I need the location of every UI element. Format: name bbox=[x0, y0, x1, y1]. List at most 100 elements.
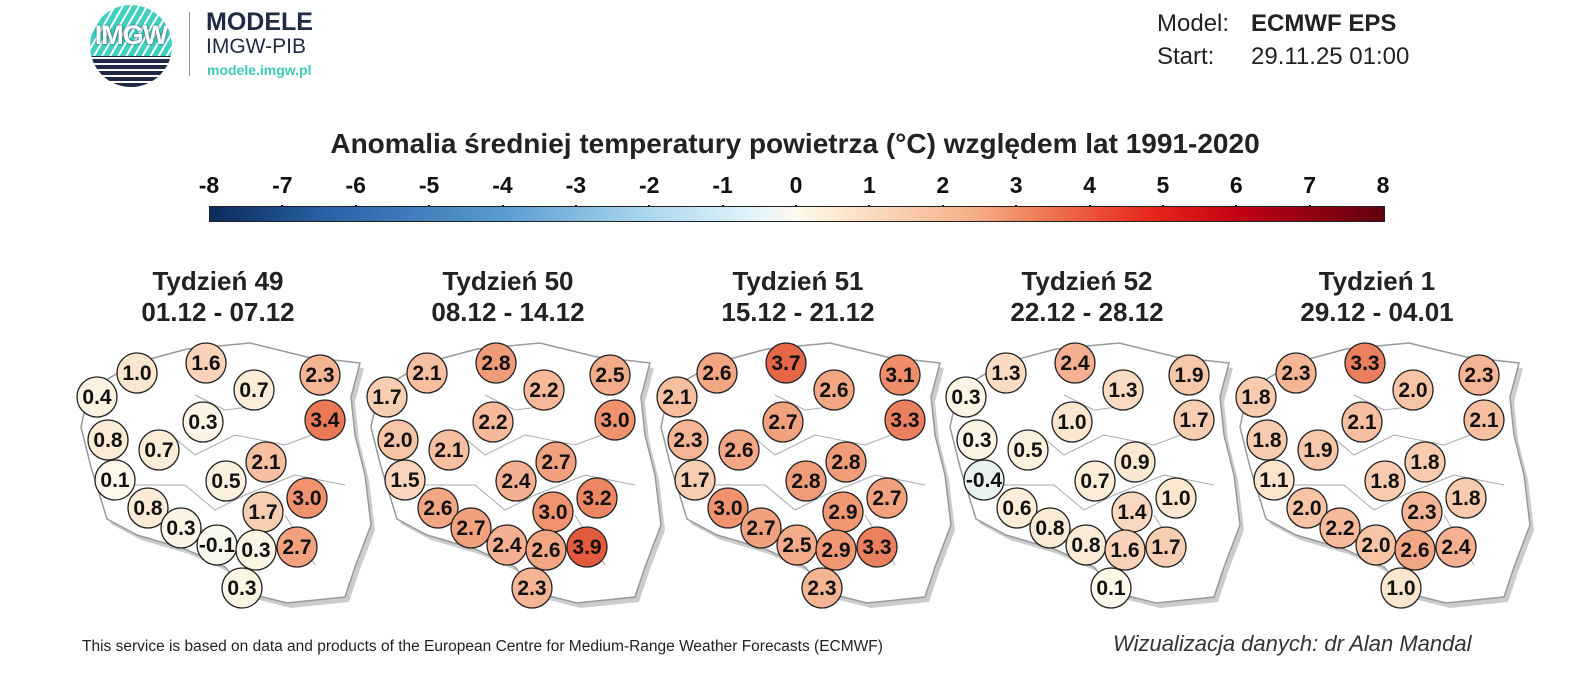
colorbar-tick-label: 8 bbox=[1376, 172, 1390, 198]
anomaly-circle bbox=[1104, 529, 1146, 571]
anomaly-value: 2.4 bbox=[501, 470, 531, 493]
anomaly-marker: 0.8 bbox=[1029, 507, 1071, 549]
anomaly-circle bbox=[963, 459, 1005, 501]
anomaly-value: 2.7 bbox=[746, 517, 775, 540]
anomaly-value: 0.1 bbox=[1096, 577, 1126, 600]
model-value: ECMWF EPS bbox=[1251, 10, 1397, 37]
anomaly-value: 2.1 bbox=[1347, 411, 1377, 434]
anomaly-value: 2.7 bbox=[768, 411, 797, 434]
anomaly-marker: 2.8 bbox=[475, 342, 517, 384]
anomaly-circle bbox=[1380, 567, 1422, 609]
anomaly-circle bbox=[1445, 477, 1487, 519]
anomaly-circle bbox=[1404, 441, 1446, 483]
anomaly-value: 2.0 bbox=[383, 429, 412, 452]
anomaly-marker: 0.5 bbox=[205, 460, 247, 502]
anomaly-circle bbox=[1173, 399, 1215, 441]
anomaly-marker: 2.7 bbox=[535, 441, 577, 483]
anomaly-circle bbox=[1235, 376, 1277, 418]
anomaly-value: 3.3 bbox=[890, 409, 919, 432]
poland-map: 1.82.3 3.32.02.32.12.11.8 1.91.81.1 1.82.0 2… bbox=[1235, 342, 1534, 609]
anomaly-circle bbox=[1297, 429, 1339, 471]
anomaly-value: 2.7 bbox=[872, 487, 901, 510]
anomaly-circle bbox=[94, 459, 136, 501]
anomaly-value: 2.3 bbox=[807, 577, 836, 600]
anomaly-circle bbox=[1344, 342, 1386, 384]
anomaly-marker: 2.6 bbox=[718, 429, 760, 471]
anomaly-value: 1.3 bbox=[1108, 379, 1137, 402]
anomaly-circle bbox=[785, 460, 827, 502]
anomaly-marker: 0.5 bbox=[1007, 429, 1049, 471]
start-label: Start: bbox=[1157, 43, 1215, 70]
anomaly-marker: 0.8 bbox=[87, 419, 129, 461]
anomaly-value: 2.4 bbox=[1441, 536, 1471, 559]
anomaly-marker: 1.0 bbox=[1051, 401, 1093, 443]
anomaly-value: 1.8 bbox=[1241, 386, 1271, 409]
anomaly-value: 0.4 bbox=[82, 386, 112, 409]
anomaly-circle bbox=[127, 487, 169, 529]
anomaly-circle bbox=[1364, 460, 1406, 502]
anomaly-marker: 2.6 bbox=[1394, 529, 1436, 571]
anomaly-value: 3.4 bbox=[310, 409, 340, 432]
anomaly-marker: 2.7 bbox=[450, 507, 492, 549]
anomaly-value: 2.0 bbox=[1398, 379, 1427, 402]
anomaly-value: 2.1 bbox=[1469, 409, 1499, 432]
anomaly-circle bbox=[718, 429, 760, 471]
anomaly-value: 1.8 bbox=[1451, 487, 1481, 510]
anomaly-marker: 2.0 bbox=[1355, 524, 1397, 566]
anomaly-marker: 0.8 bbox=[1065, 524, 1107, 566]
anomaly-circle bbox=[384, 459, 426, 501]
anomaly-circle bbox=[1029, 507, 1071, 549]
map-title: Tydzień 49 01.12 - 07.12 bbox=[88, 266, 348, 328]
anomaly-circle bbox=[956, 419, 998, 461]
brand-site-link[interactable]: modele.imgw.pl bbox=[207, 62, 312, 78]
anomaly-circle bbox=[116, 352, 158, 394]
anomaly-marker: 1.7 bbox=[366, 376, 408, 418]
anomaly-value: 1.7 bbox=[372, 386, 401, 409]
anomaly-marker: 1.4 bbox=[1111, 491, 1153, 533]
anomaly-marker: 2.1 bbox=[428, 429, 470, 471]
anomaly-marker: -0.1 bbox=[196, 524, 238, 566]
anomaly-circle bbox=[406, 352, 448, 394]
anomaly-circle bbox=[160, 507, 202, 549]
anomaly-circle bbox=[589, 354, 631, 396]
anomaly-circle bbox=[1286, 487, 1328, 529]
anomaly-marker: 0.6 bbox=[996, 487, 1038, 529]
anomaly-circle bbox=[1394, 529, 1436, 571]
anomaly-circle bbox=[182, 401, 224, 443]
anomaly-value: 0.8 bbox=[1035, 517, 1065, 540]
region-borders bbox=[1004, 394, 1215, 566]
anomaly-value: 2.6 bbox=[702, 362, 731, 385]
anomaly-marker: 2.1 bbox=[406, 352, 448, 394]
anomaly-marker: 2.6 bbox=[696, 352, 738, 394]
anomaly-marker: 2.4 bbox=[495, 460, 537, 502]
anomaly-value: 2.0 bbox=[1361, 534, 1390, 557]
anomaly-value: 2.0 bbox=[1292, 497, 1321, 520]
anomaly-circle bbox=[1463, 399, 1505, 441]
anomaly-marker: 2.3 bbox=[299, 354, 341, 396]
anomaly-circle bbox=[475, 342, 517, 384]
anomaly-circle bbox=[765, 342, 807, 384]
anomaly-circle bbox=[1114, 441, 1156, 483]
anomaly-circle bbox=[417, 487, 459, 529]
anomaly-marker: 0.3 bbox=[956, 419, 998, 461]
anomaly-circle bbox=[1246, 419, 1288, 461]
anomaly-marker: 3.0 bbox=[532, 491, 574, 533]
anomaly-value: 2.6 bbox=[1400, 539, 1429, 562]
anomaly-value: 0.3 bbox=[166, 517, 195, 540]
anomaly-marker: 3.0 bbox=[594, 399, 636, 441]
anomaly-marker: 2.0 bbox=[377, 419, 419, 461]
colorbar-tick-label: 7 bbox=[1303, 172, 1317, 198]
anomaly-value: 0.5 bbox=[211, 470, 241, 493]
model-label: Model: bbox=[1157, 10, 1230, 37]
anomaly-value: 2.3 bbox=[517, 577, 546, 600]
anomaly-circle bbox=[523, 369, 565, 411]
anomaly-marker: 2.0 bbox=[1286, 487, 1328, 529]
anomaly-marker: 2.1 bbox=[1463, 399, 1505, 441]
anomaly-value: 1.4 bbox=[1117, 501, 1147, 524]
anomaly-value: 1.0 bbox=[1386, 577, 1415, 600]
anomaly-marker: 2.6 bbox=[813, 369, 855, 411]
anomaly-value: 1.7 bbox=[1179, 409, 1208, 432]
anomaly-marker: 1.6 bbox=[1104, 529, 1146, 571]
anomaly-value: 3.1 bbox=[885, 364, 915, 387]
anomaly-value: 1.0 bbox=[122, 362, 151, 385]
